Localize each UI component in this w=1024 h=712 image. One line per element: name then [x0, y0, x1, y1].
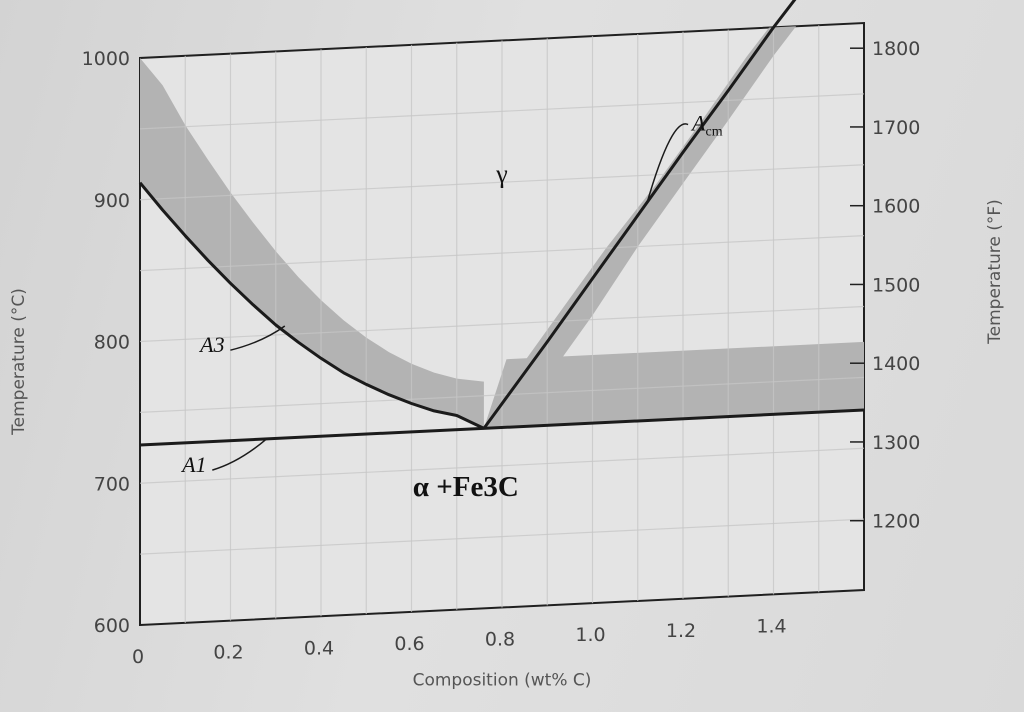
annotation-a1: A1	[180, 452, 206, 477]
y-axis-title: Temperature (°C)	[9, 288, 29, 436]
series-line-a3	[138, 181, 485, 430]
series-line-a1	[139, 408, 865, 447]
grid-line-y	[139, 164, 865, 201]
y-tick-label: 1000	[82, 48, 130, 70]
y2-tick-label: 1600	[872, 196, 920, 218]
grid-line-y	[139, 376, 865, 413]
phase-lines	[138, 0, 865, 447]
x-tick-label: 0.4	[304, 637, 334, 659]
y-tick-label: 600	[94, 615, 130, 637]
series-line-acm	[482, 0, 797, 430]
y2-tick-label: 1200	[872, 511, 920, 533]
x-tick-label: 1.4	[756, 615, 786, 637]
x-tick-label: 0.2	[213, 642, 243, 664]
y2-tick-label: 1300	[872, 432, 920, 454]
gridlines	[139, 25, 865, 623]
y-tick-label: 800	[94, 332, 130, 354]
acm-band	[483, 26, 797, 429]
y2-tick-label: 1700	[872, 117, 920, 139]
y2-axis-title: Temperature (°F)	[985, 199, 1005, 345]
x-axis-title: Composition (wt% C)	[413, 671, 592, 691]
y2-tick-label: 1500	[872, 274, 920, 296]
annotation-gamma: γ	[495, 159, 508, 188]
a3-band	[140, 58, 484, 429]
annotation-a3: A3	[198, 332, 224, 357]
y-tick-label: 700	[94, 473, 130, 495]
y2-tick-label: 1400	[872, 353, 920, 375]
a1-band	[483, 341, 864, 429]
grid-line-y	[139, 93, 865, 130]
y2-tick-label: 1800	[872, 38, 920, 60]
plot-border	[139, 21, 865, 627]
x-tick-label: 0.8	[485, 629, 515, 651]
grid-line-y	[139, 518, 865, 555]
arrow-a1	[212, 438, 268, 471]
tick-labels: 0 0.2 0.4 0.6 0.8 1.0 1.2 1.4 600 700 800 900 1000 12…	[82, 38, 921, 668]
x-tick-label: 1.0	[575, 624, 605, 646]
annotation-acm-subscript: cm	[706, 125, 723, 140]
arrow-acm	[646, 123, 689, 204]
axis-titles: Composition (wt% C) Temperature (°C) Tempe…	[9, 199, 1005, 690]
shaded-bands	[140, 26, 864, 429]
x-tick-label: 0.6	[394, 633, 424, 655]
x-tick-label: 1.2	[666, 620, 696, 642]
annotation-alpha-fe3c: α +Fe3C	[413, 471, 519, 503]
y-tick-label: 900	[94, 190, 130, 212]
grid-line-y	[139, 305, 865, 343]
arrow-a3	[230, 325, 286, 351]
x-tick-label: 0	[132, 646, 144, 668]
grid-line-y	[139, 447, 865, 484]
grid-line-y	[139, 235, 865, 272]
